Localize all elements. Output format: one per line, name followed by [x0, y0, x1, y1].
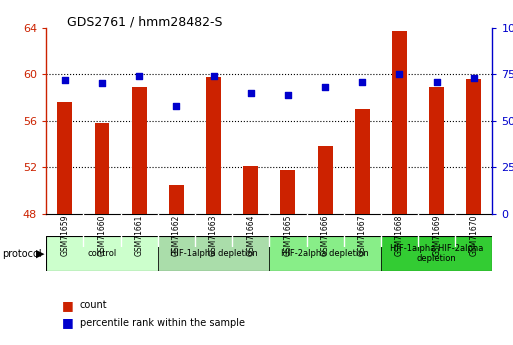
Bar: [381, 236, 492, 271]
Point: [321, 85, 329, 90]
Text: GSM71664: GSM71664: [246, 215, 255, 256]
Bar: [57, 102, 72, 214]
Point: [470, 75, 478, 81]
Text: control: control: [87, 249, 116, 258]
Text: count: count: [80, 300, 107, 310]
Text: GSM71668: GSM71668: [395, 215, 404, 256]
Point: [209, 73, 218, 79]
Point: [396, 71, 404, 77]
Text: ■: ■: [62, 299, 73, 312]
Text: GSM71660: GSM71660: [97, 215, 107, 256]
Text: ■: ■: [62, 316, 73, 329]
Point: [432, 79, 441, 85]
Text: GSM71667: GSM71667: [358, 215, 367, 256]
Point: [358, 79, 366, 85]
Text: GSM71665: GSM71665: [283, 215, 292, 256]
Point: [98, 81, 106, 86]
Text: GSM71661: GSM71661: [134, 215, 144, 256]
Bar: [429, 87, 444, 214]
Text: GSM71663: GSM71663: [209, 215, 218, 256]
Point: [247, 90, 255, 96]
Point: [61, 77, 69, 82]
Text: GSM71659: GSM71659: [60, 215, 69, 256]
Text: protocol: protocol: [3, 249, 42, 258]
Bar: [466, 79, 481, 214]
Bar: [206, 77, 221, 214]
Point: [172, 103, 181, 109]
Text: GSM71666: GSM71666: [321, 215, 330, 256]
Bar: [281, 170, 295, 214]
Bar: [158, 236, 269, 271]
Text: ▶: ▶: [36, 249, 45, 258]
Bar: [318, 146, 332, 214]
Text: GDS2761 / hmm28482-S: GDS2761 / hmm28482-S: [67, 16, 222, 29]
Bar: [355, 109, 370, 214]
Text: HIF-2alpha depletion: HIF-2alpha depletion: [281, 249, 369, 258]
Text: HIF-1alpha HIF-2alpha
depletion: HIF-1alpha HIF-2alpha depletion: [390, 244, 483, 263]
Bar: [46, 236, 158, 271]
Bar: [269, 236, 381, 271]
Bar: [94, 123, 109, 214]
Bar: [132, 87, 147, 214]
Text: percentile rank within the sample: percentile rank within the sample: [80, 318, 245, 327]
Bar: [169, 185, 184, 214]
Text: HIF-1alpha depletion: HIF-1alpha depletion: [170, 249, 258, 258]
Text: GSM71669: GSM71669: [432, 215, 441, 256]
Text: GSM71662: GSM71662: [172, 215, 181, 256]
Bar: [243, 166, 258, 214]
Text: GSM71670: GSM71670: [469, 215, 479, 256]
Bar: [392, 31, 407, 214]
Point: [284, 92, 292, 97]
Point: [135, 73, 143, 79]
